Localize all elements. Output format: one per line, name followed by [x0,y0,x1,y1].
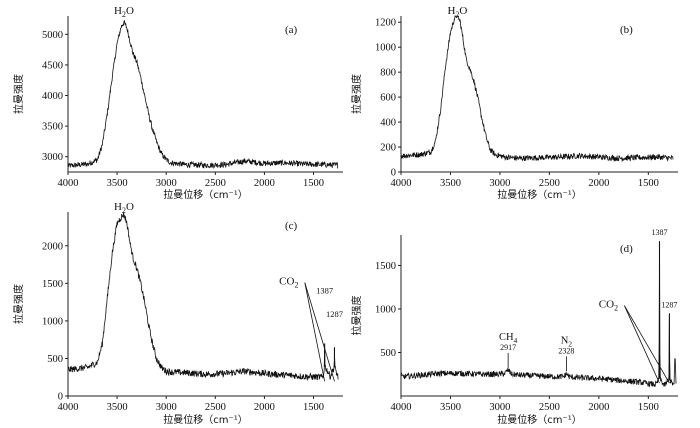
x-tick-label: 3000 [156,402,177,413]
y-tick-label: 1000 [375,43,396,54]
x-tick-label: 3500 [440,402,461,413]
x-tick-label: 3000 [156,178,177,189]
y-axis-title: 拉曼强度 [350,296,363,336]
spectrum-line [400,243,677,388]
annotation-label: 1287 [326,309,343,319]
spectrum-line [400,15,674,163]
x-tick-label: 1500 [303,178,324,189]
x-axis-title: 拉曼位移（cm⁻¹） [497,413,582,426]
y-axis-title: 拉曼强度 [12,284,25,324]
annotation-leader [304,282,326,382]
panel-label: (a) [285,24,298,36]
y-tick-label: 0 [391,168,396,179]
x-tick-label: 2000 [254,178,275,189]
x-tick-label: 2500 [539,402,560,413]
y-tick-label: 3500 [42,122,63,133]
y-tick-label: 1000 [42,316,63,327]
x-tick-label: 4000 [58,402,79,413]
x-tick-label: 1500 [638,178,659,189]
x-tick-label: 4000 [391,178,412,189]
annotation-label: 2917 [500,343,516,352]
annotation-leader [304,282,335,382]
y-tick-label: 0 [58,392,63,403]
x-axis-title: 拉曼位移（cm⁻¹） [497,188,582,201]
y-tick-label: 1200 [375,18,396,29]
y-tick-label: 3000 [42,152,63,163]
annotation-leader [624,305,670,384]
x-tick-label: 1500 [303,402,324,413]
annotation-label: CO2 [599,299,618,313]
x-tick-label: 4000 [58,178,79,189]
x-tick-label: 3500 [107,178,128,189]
y-tick-label: 1500 [375,261,396,272]
annotation-label: 1287 [661,300,677,309]
annotation-label: 1387 [316,285,333,295]
x-tick-label: 3500 [107,402,128,413]
annotation-label: H2O [114,201,134,215]
x-tick-label: 2000 [588,402,609,413]
y-tick-label: 5000 [42,30,63,41]
annotation-label: 2328 [558,346,574,355]
annotation-label: N2 [561,335,573,348]
x-tick-label: 2500 [205,178,226,189]
chart-panel-0: 4000 3500 3000 2500 2000 1500 3000 3500 4000 4500… [12,5,343,201]
chart-panel-3: 4000 3500 3000 2500 2000 1500 500 1000 1500 拉曼位移（… [350,228,678,426]
chart-panel-2: 4000 3500 3000 2500 2000 1500 0 500 1000 1500 2000… [12,201,343,426]
x-tick-label: 2000 [254,402,275,413]
y-tick-label: 200 [380,143,396,154]
x-tick-label: 2000 [588,178,609,189]
y-tick-label: 1000 [375,304,396,315]
x-tick-label: 3000 [489,178,510,189]
y-tick-label: 500 [47,354,63,365]
y-axis-title: 拉曼强度 [12,74,25,114]
y-tick-label: 600 [380,93,396,104]
spectrum-line [67,20,339,169]
annotation-label: CO2 [279,276,298,290]
x-tick-label: 1500 [638,402,659,413]
annotation-label: CH4 [499,332,518,345]
panel-label: (d) [620,243,633,255]
x-tick-label: 2500 [539,178,560,189]
x-tick-label: 3500 [440,178,461,189]
panel-label: (c) [285,220,298,232]
y-tick-label: 500 [380,348,396,359]
y-tick-label: 4500 [42,60,63,71]
x-axis-title: 拉曼位移（cm⁻¹） [163,413,248,426]
x-tick-label: 2500 [205,402,226,413]
y-tick-label: 4000 [42,91,63,102]
annotation-label: 1387 [652,228,668,237]
annotation-label: H2O [114,5,134,19]
y-tick-label: 400 [380,118,396,129]
y-axis-title: 拉曼强度 [350,74,363,114]
chart-panel-1: 4000 3500 3000 2500 2000 1500 0 200 400 600 800 100… [350,5,678,201]
annotation-leader [624,305,660,384]
panel-label: (b) [620,24,633,36]
x-tick-label: 4000 [391,402,412,413]
y-tick-label: 800 [380,68,396,79]
y-tick-label: 1500 [42,279,63,290]
annotation-label: H2O [447,5,467,19]
y-tick-label: 2000 [42,241,63,252]
x-axis-title: 拉曼位移（cm⁻¹） [163,188,248,201]
spectrum-line [67,212,339,382]
x-tick-label: 3000 [489,402,510,413]
